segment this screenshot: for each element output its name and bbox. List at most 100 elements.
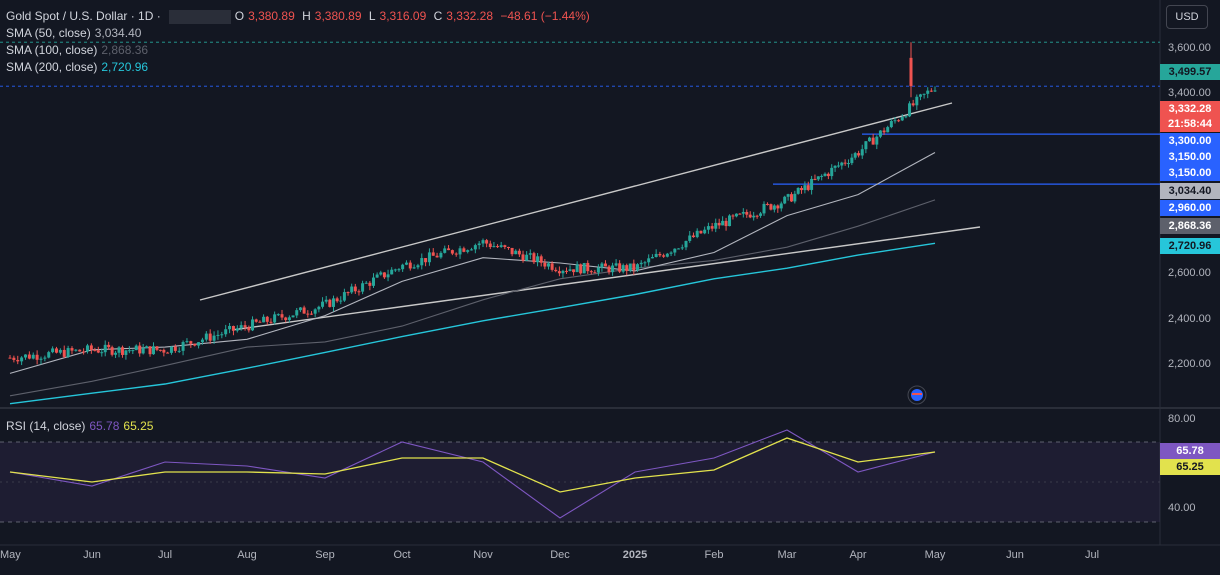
candle-body [443,248,447,253]
candle-body [372,277,376,286]
symbol-title[interactable]: Gold Spot / U.S. Dollar · 1D · [6,9,161,23]
candle-body [134,345,138,351]
candle-body [611,265,615,273]
open-label: O [234,9,245,23]
candle-body [734,213,738,217]
candle-body [82,351,86,353]
level-label-3300: 3,300.00 [1160,133,1220,149]
sma100-label: SMA (100, close) [6,43,98,57]
candle-body [614,263,618,266]
candle-body [420,258,424,266]
rsi-legend[interactable]: RSI (14, close) 65.78 65.25 [6,419,157,433]
candle-body [846,163,850,165]
candle-body [561,270,565,274]
candle-body [800,187,804,191]
candle-body [284,317,288,321]
candle-body [169,346,173,353]
candle-body [361,283,365,292]
lower-trendline [231,226,981,331]
candle-body [539,256,543,263]
sma50-price-label: 3,034.40 [1160,183,1220,199]
candle-body [258,321,262,323]
candle-body [251,319,255,331]
candle-body [85,345,89,352]
candle-body [66,348,70,357]
candle-body [833,165,837,168]
candle-body [860,149,864,156]
candle-body [703,229,707,234]
candle-body [481,240,485,244]
sma50-label: SMA (50, close) [6,26,91,40]
candle-body [738,213,742,215]
candle-body [893,120,897,122]
candle-body [909,57,913,87]
candle-body [107,344,111,348]
candle-body [589,271,593,273]
price-tick: 2,400.00 [1168,313,1211,325]
candle-body [673,248,677,253]
candle-body [408,262,412,269]
candle-body [557,271,561,274]
sma200-legend[interactable]: SMA (200, close) 2,720.96 [6,60,152,74]
candle-body [375,274,379,278]
level-label-3150b: 3,150.00 [1160,165,1220,181]
candle-body [904,116,908,118]
candle-body [54,348,58,353]
candle-body [401,264,405,270]
time-axis-label: Aug [237,549,257,561]
candle-body [714,222,718,229]
candle-body [141,348,145,354]
candle-body [643,262,647,264]
candle-body [197,342,201,346]
candle-body [231,325,235,331]
candle-body [922,93,926,95]
rsi-tick: 40.00 [1168,502,1196,514]
candle-body [412,267,416,269]
candle-body [728,215,732,227]
candle-body [416,265,420,268]
candle-body [346,292,350,294]
change-value: −48.61 (−1.44%) [500,9,590,23]
sma200-value: 2,720.96 [101,60,149,74]
low-value: 3,316.09 [379,9,427,23]
candle-body [853,153,857,158]
candle-body [127,350,131,352]
open-value: 3,380.89 [248,9,295,23]
candle-body [458,248,462,255]
price-tick: 3,600.00 [1168,42,1211,54]
candle-body [786,194,790,197]
candle-body [836,165,840,167]
candle-body [306,313,310,315]
candle-body [783,196,787,204]
candle-body [691,235,695,238]
candle-body [586,263,590,272]
candle-body [16,359,20,362]
rsi-value: 65.78 [89,419,120,433]
candle-body [390,269,394,275]
candle-body [208,333,212,341]
candle-body [302,307,306,314]
candle-body [477,243,481,246]
candle-body [298,307,302,311]
candle-body [228,325,232,330]
candle-body [262,316,266,323]
candle-body [114,352,118,355]
candle-body [886,127,890,133]
candle-body [724,220,728,227]
time-axis-label: 2025 [622,549,648,561]
candle-body [254,319,258,322]
currency-button[interactable]: USD [1166,5,1208,29]
upper-trendline [199,102,953,301]
candle-body [826,173,830,177]
sma50-legend[interactable]: SMA (50, close) 3,034.40 [6,26,145,40]
candle-body [769,204,773,210]
candle-body [926,90,930,94]
candle-body [470,249,474,251]
candle-body [820,175,824,177]
high-label: H [302,9,311,23]
candle-body [762,203,766,214]
candle-body [684,240,688,248]
sma100-legend[interactable]: SMA (100, close) 2,868.36 [6,43,152,57]
candle-body [915,96,919,106]
candle-body [918,94,922,97]
